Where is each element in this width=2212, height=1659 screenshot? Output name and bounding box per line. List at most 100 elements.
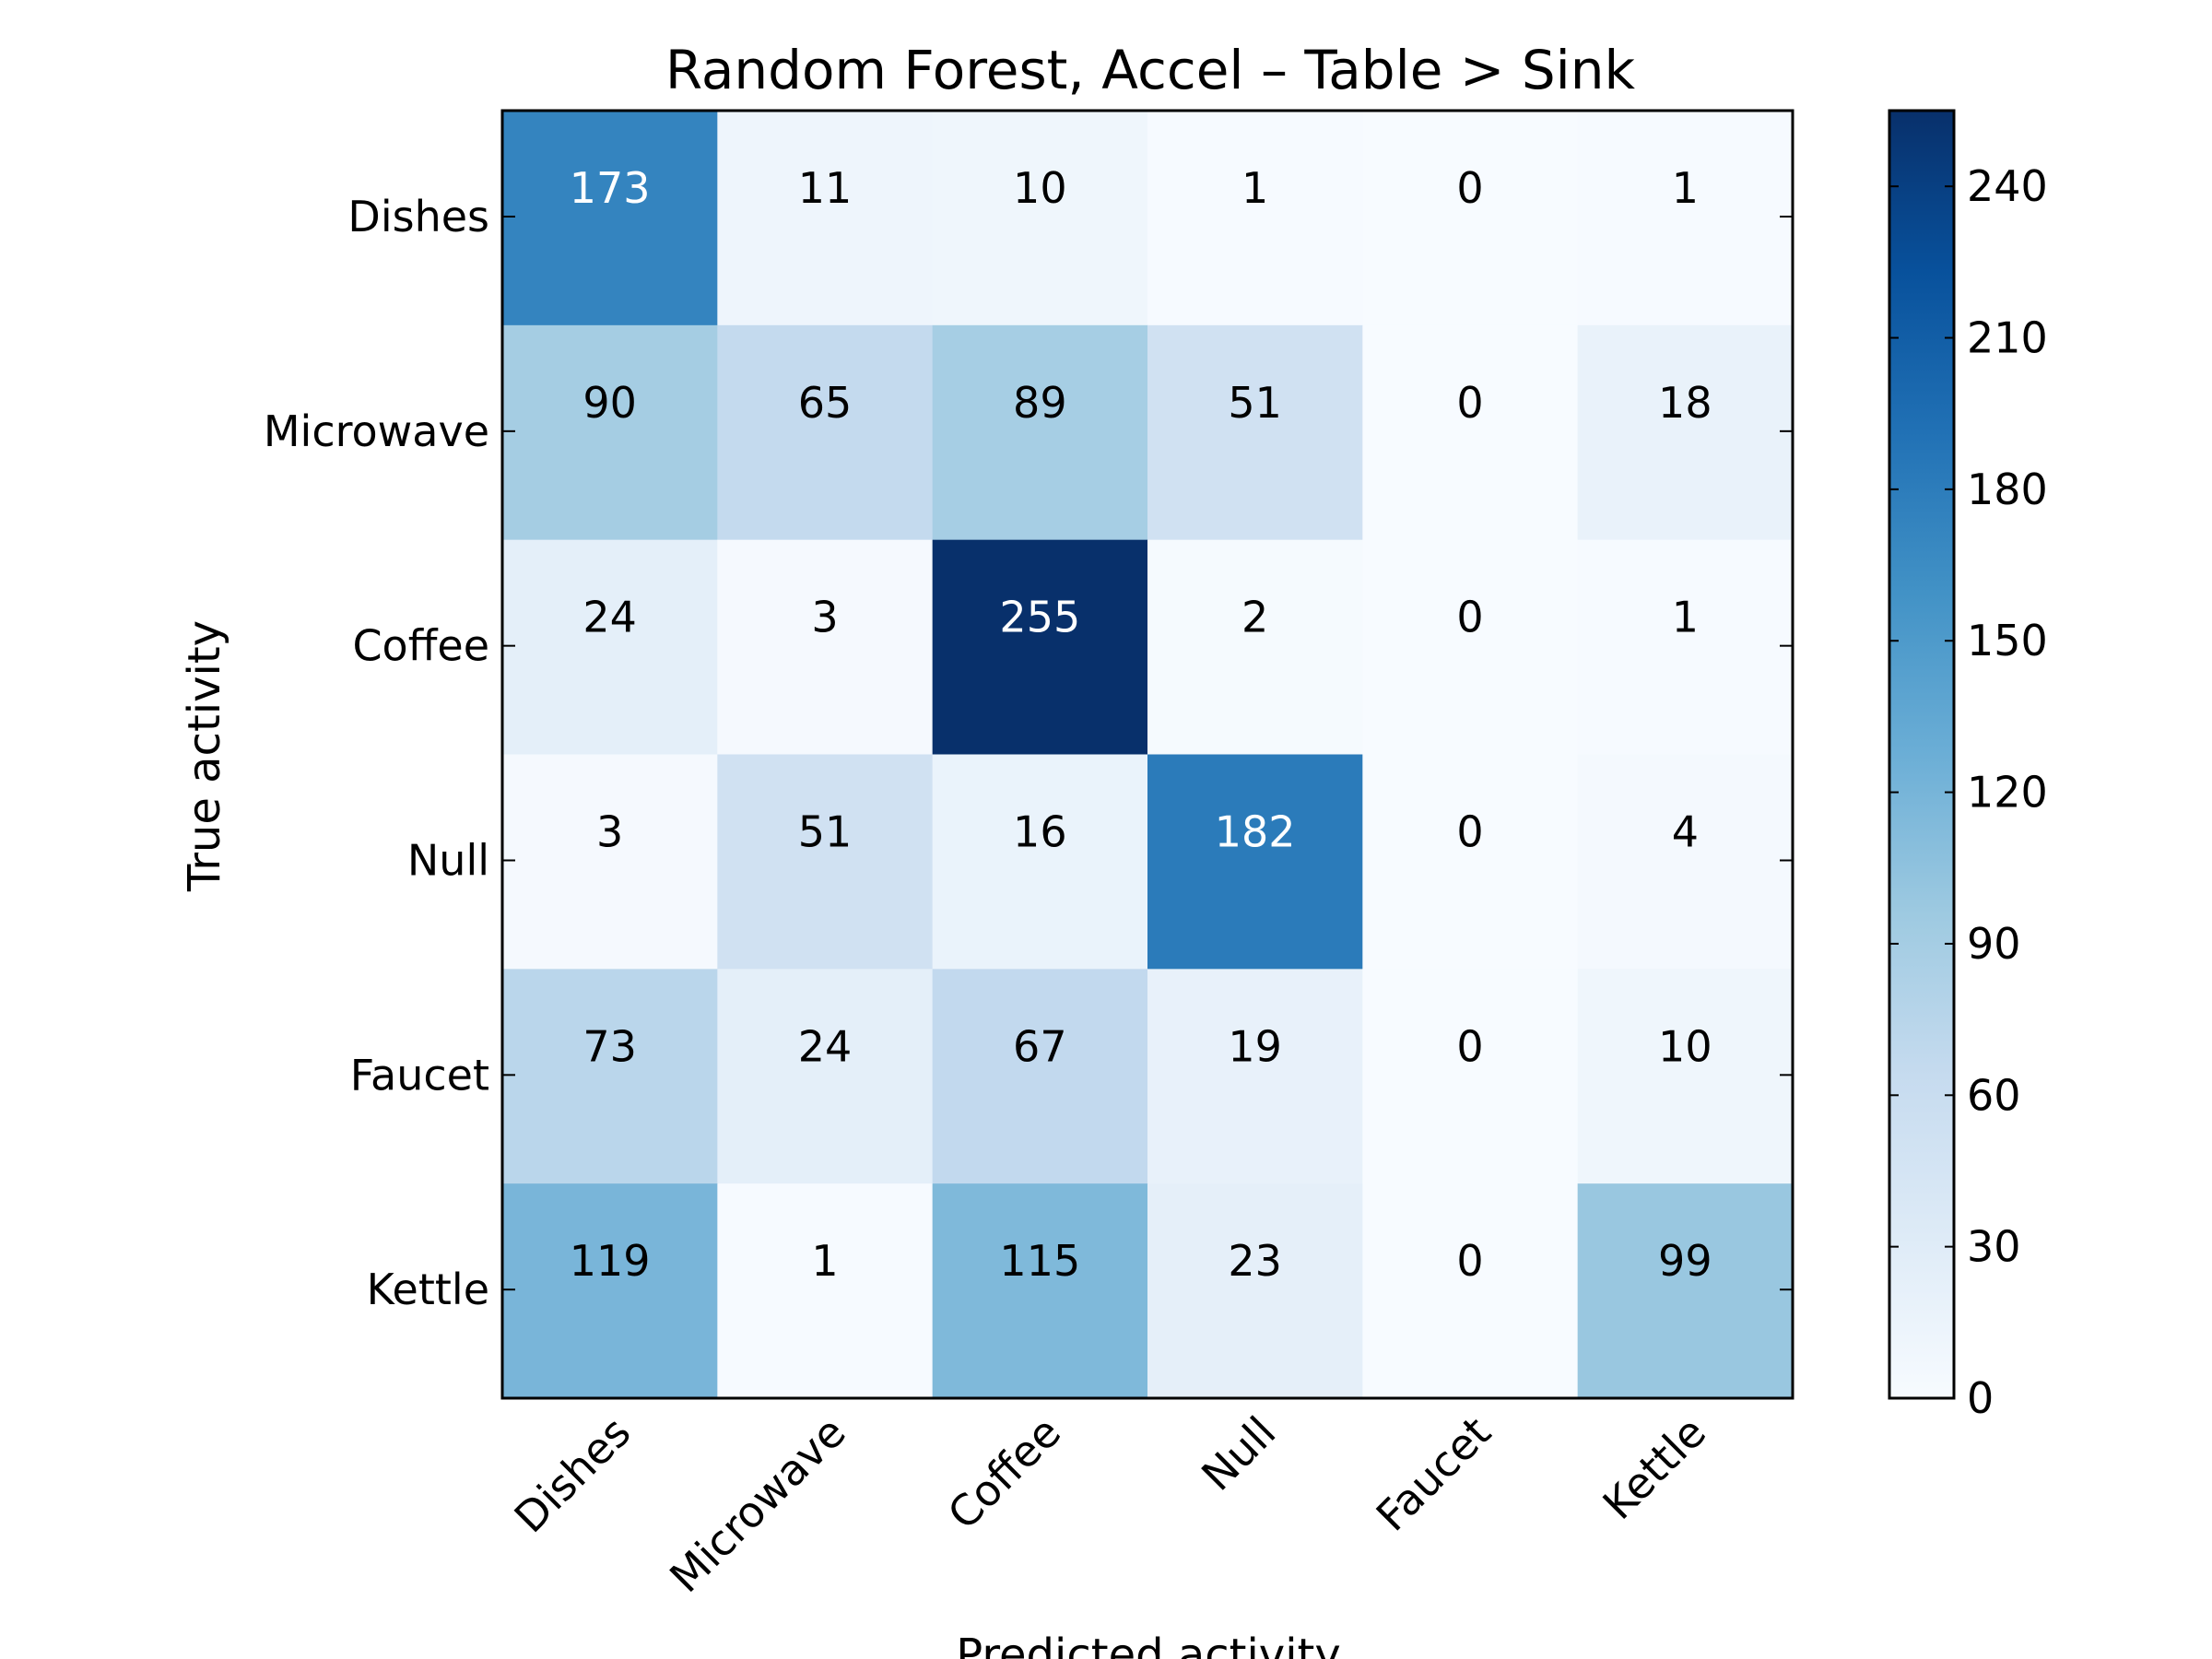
heatmap-cell — [502, 1183, 718, 1399]
cell-value-label: 73 — [582, 1021, 637, 1071]
heatmap-cell — [1147, 111, 1363, 326]
cell-value-label: 3 — [811, 593, 838, 642]
cell-value-label: 0 — [1456, 807, 1483, 857]
heatmap-cell — [717, 539, 934, 755]
cell-value-label: 255 — [999, 593, 1080, 642]
heatmap-cell — [717, 1183, 934, 1399]
cell-value-label: 115 — [999, 1236, 1080, 1286]
heatmap-cell — [1362, 324, 1579, 541]
cell-value-label: 10 — [1658, 1021, 1712, 1071]
cell-value-label: 51 — [798, 807, 853, 857]
heatmap-cell — [1362, 969, 1579, 1184]
heatmap-cell — [717, 111, 934, 326]
heatmap-cell — [932, 754, 1148, 970]
heatmap-cell — [1362, 1183, 1579, 1399]
colorbar — [1888, 109, 1956, 1400]
heatmap-cell — [502, 539, 718, 755]
colorbar-tick-label: 240 — [1967, 161, 2048, 211]
y-tick-label: Coffee — [352, 621, 489, 671]
x-tick-labels: Dishes Microwave Coffee Null Faucet Kettle — [505, 1407, 1715, 1603]
heatmap-cell — [502, 754, 718, 970]
heatmap-cell — [1147, 1183, 1363, 1399]
heatmap-cell — [1362, 539, 1579, 755]
cell-value-label: 1 — [811, 1236, 838, 1286]
cell-value-label: 0 — [1456, 378, 1483, 428]
heatmap-cell — [1577, 969, 1794, 1184]
heatmap-cell — [932, 969, 1148, 1184]
cell-value-label: 2 — [1241, 593, 1268, 642]
heatmap-cell — [932, 539, 1148, 755]
heatmap-cell — [932, 1183, 1148, 1399]
cell-value-label: 67 — [1013, 1021, 1067, 1071]
heatmap-cell — [932, 111, 1148, 326]
heatmap-cell — [502, 111, 718, 326]
cell-value-label: 1 — [1672, 163, 1699, 213]
x-tick-label: Null — [1192, 1407, 1285, 1500]
heatmap-cell — [1147, 324, 1363, 541]
cell-value-label: 173 — [570, 163, 651, 213]
cell-value-label: 65 — [798, 378, 853, 428]
y-axis-label: True activity — [179, 620, 230, 892]
y-tick-label: Dishes — [347, 192, 489, 241]
colorbar-tick-label: 0 — [1967, 1373, 1994, 1423]
cell-value-label: 3 — [596, 807, 623, 857]
cell-value-label: 99 — [1658, 1236, 1712, 1286]
colorbar-tick-label: 180 — [1967, 465, 2048, 514]
x-tick-label: Faucet — [1367, 1407, 1500, 1541]
colorbar-ticks: 0 30 60 90 120 150 180 210 240 — [1889, 161, 2048, 1423]
colorbar-tick-label: 120 — [1967, 768, 2048, 818]
heatmap-cell — [1577, 539, 1794, 755]
heatmap-cell — [1147, 754, 1363, 970]
y-tick-label: Microwave — [264, 406, 489, 456]
heatmap-cell — [1577, 754, 1794, 970]
x-tick-label: Dishes — [505, 1407, 641, 1543]
x-tick-label: Coffee — [938, 1407, 1070, 1539]
cell-value-label: 0 — [1456, 1021, 1483, 1071]
heatmap-cell — [1362, 754, 1579, 970]
cell-value-label: 0 — [1456, 1236, 1483, 1286]
x-tick-label: Microwave — [660, 1407, 855, 1603]
cell-value-label: 18 — [1658, 378, 1712, 428]
cell-value-label: 1 — [1672, 593, 1699, 642]
cell-value-label: 16 — [1013, 807, 1067, 857]
cell-value-label: 0 — [1456, 163, 1483, 213]
cell-value-label: 11 — [798, 163, 853, 213]
cell-value-label: 182 — [1215, 807, 1296, 857]
cell-value-label: 0 — [1456, 593, 1483, 642]
chart-title: Random Forest, Accel – Table > Sink — [665, 39, 1636, 101]
heatmap-cell — [1362, 111, 1579, 326]
colorbar-tick-label: 150 — [1967, 616, 2048, 665]
heatmap-cell — [1577, 111, 1794, 326]
cell-value-label: 24 — [798, 1021, 853, 1071]
cell-value-label: 4 — [1672, 807, 1699, 857]
heatmap-cell — [717, 754, 934, 970]
cell-value-label: 51 — [1228, 378, 1282, 428]
y-tick-label: Null — [407, 836, 489, 886]
heatmap-cell — [717, 969, 934, 1184]
cell-value-label: 1 — [1241, 163, 1268, 213]
cell-value-label: 89 — [1013, 378, 1067, 428]
colorbar-tick-label: 30 — [1967, 1222, 2021, 1272]
heatmap-cell — [932, 324, 1148, 541]
heatmap-cell — [1577, 324, 1794, 541]
cell-value-label: 24 — [582, 593, 637, 642]
heatmap-cells — [502, 111, 1794, 1399]
cell-value-label: 90 — [582, 378, 637, 428]
colorbar-tick-label: 60 — [1967, 1070, 2021, 1120]
heatmap-cell — [1577, 1183, 1794, 1399]
heatmap-cell — [502, 324, 718, 541]
cell-value-label: 23 — [1228, 1236, 1282, 1286]
cell-value-label: 10 — [1013, 163, 1067, 213]
heatmap-cell — [1147, 539, 1363, 755]
heatmap-cell — [1147, 969, 1363, 1184]
y-tick-label: Faucet — [350, 1050, 489, 1100]
plot-frame — [500, 109, 1794, 1400]
heatmap-cell — [502, 969, 718, 1184]
x-tick-label: Kettle — [1594, 1407, 1715, 1529]
heatmap-cell — [717, 324, 934, 541]
cell-value-label: 19 — [1228, 1021, 1282, 1071]
colorbar-tick-label: 90 — [1967, 919, 2021, 969]
y-tick-label: Kettle — [367, 1265, 489, 1314]
